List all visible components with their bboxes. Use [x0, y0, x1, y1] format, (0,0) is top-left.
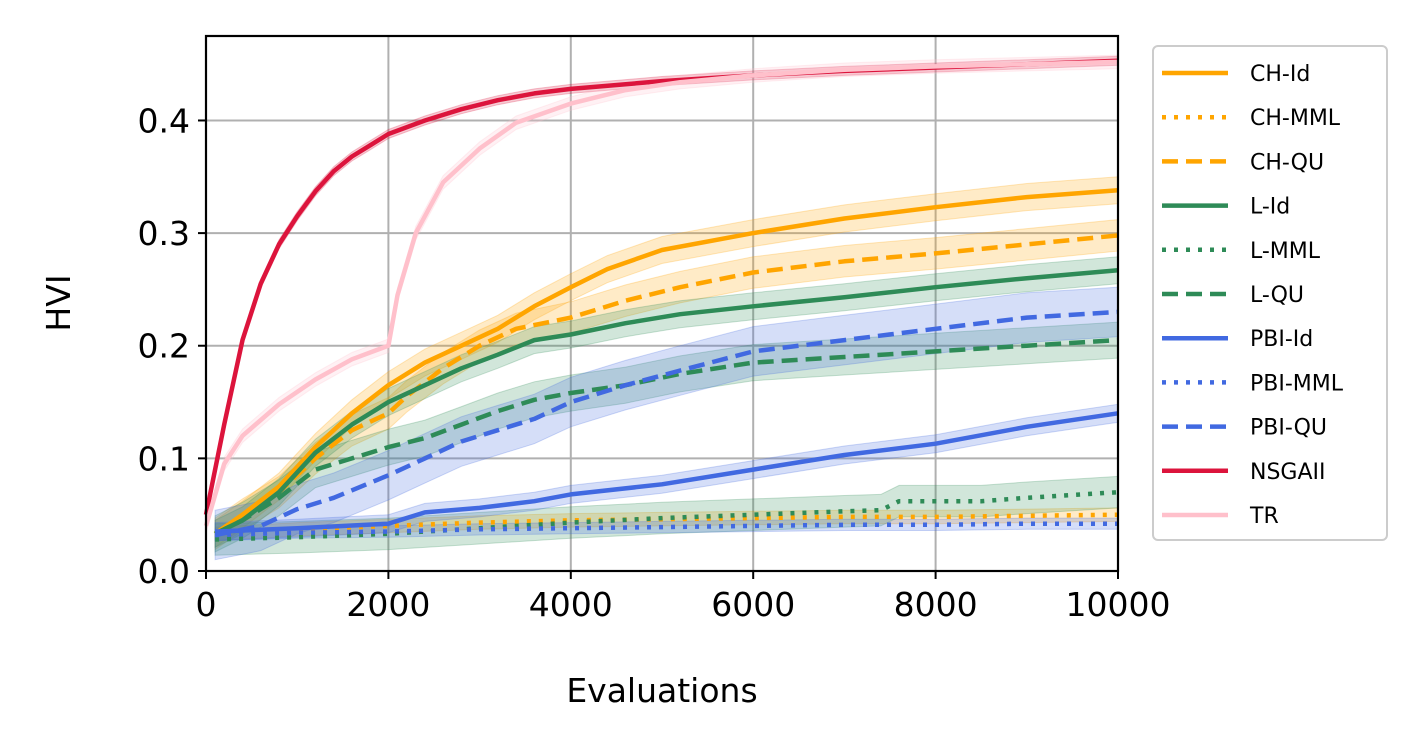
series-line-pbi-id — [215, 411, 1119, 534]
series-line-l-id — [214, 268, 1119, 536]
legend-label-l-id: L-Id — [1250, 195, 1290, 220]
y-tick-label: 0.1 — [138, 439, 190, 478]
x-tick-label: 4000 — [529, 585, 613, 624]
y-tick-label: 0.2 — [138, 327, 190, 366]
legend-label-l-qu: L-QU — [1250, 283, 1304, 308]
series-line-l-qu — [214, 337, 1119, 536]
series-line-l-mml — [215, 489, 1119, 542]
legend-box — [1152, 45, 1388, 541]
legend-items: CH-Id CH-MML CH-QU L-Id L-MML L-QU PBI-Id PBI-M… — [1162, 62, 1344, 529]
series-line-ch-qu — [213, 233, 1119, 536]
x-tick-label: 8000 — [894, 585, 978, 624]
legend-label-ch-qu: CH-QU — [1250, 150, 1324, 175]
legend-label-ch-id: CH-Id — [1250, 62, 1310, 87]
x-tick-label: 2000 — [346, 585, 430, 624]
y-tick-label: 0.4 — [138, 101, 190, 140]
y-axis-label: HVI — [39, 274, 78, 331]
legend-label-nsgaii: NSGAII — [1250, 460, 1326, 485]
plot-frame — [204, 34, 1120, 573]
y-tick-label: 0.0 — [138, 552, 190, 591]
legend-label-tr: TR — [1249, 504, 1279, 529]
x-tick-label: 10000 — [1066, 585, 1171, 624]
y-axis-ticks: 0.0 0.1 0.2 0.3 0.4 — [138, 101, 206, 591]
legend-label-pbi-id: PBI-Id — [1250, 327, 1313, 352]
x-tick-label: 6000 — [711, 585, 795, 624]
series-line-ch-id — [213, 188, 1119, 536]
legend-label-pbi-mml: PBI-MML — [1250, 371, 1344, 396]
legend-label-l-mml: L-MML — [1250, 239, 1321, 264]
y-tick-label: 0.3 — [138, 214, 190, 253]
series-line-pbi-mml — [215, 521, 1118, 538]
x-axis-label: Evaluations — [566, 671, 757, 710]
legend-label-pbi-qu: PBI-QU — [1250, 416, 1327, 441]
x-tick-label: 0 — [196, 585, 217, 624]
legend-label-ch-mml: CH-MML — [1250, 106, 1341, 131]
legend: CH-Id CH-MML CH-QU L-Id L-MML L-QU PBI-Id PBI-M… — [1152, 45, 1388, 541]
series-line-tr — [203, 59, 1119, 527]
series-lines — [203, 58, 1119, 542]
series-line-pbi-qu — [214, 309, 1119, 538]
x-axis-ticks: 0 2000 4000 6000 8000 10000 — [196, 571, 1171, 624]
